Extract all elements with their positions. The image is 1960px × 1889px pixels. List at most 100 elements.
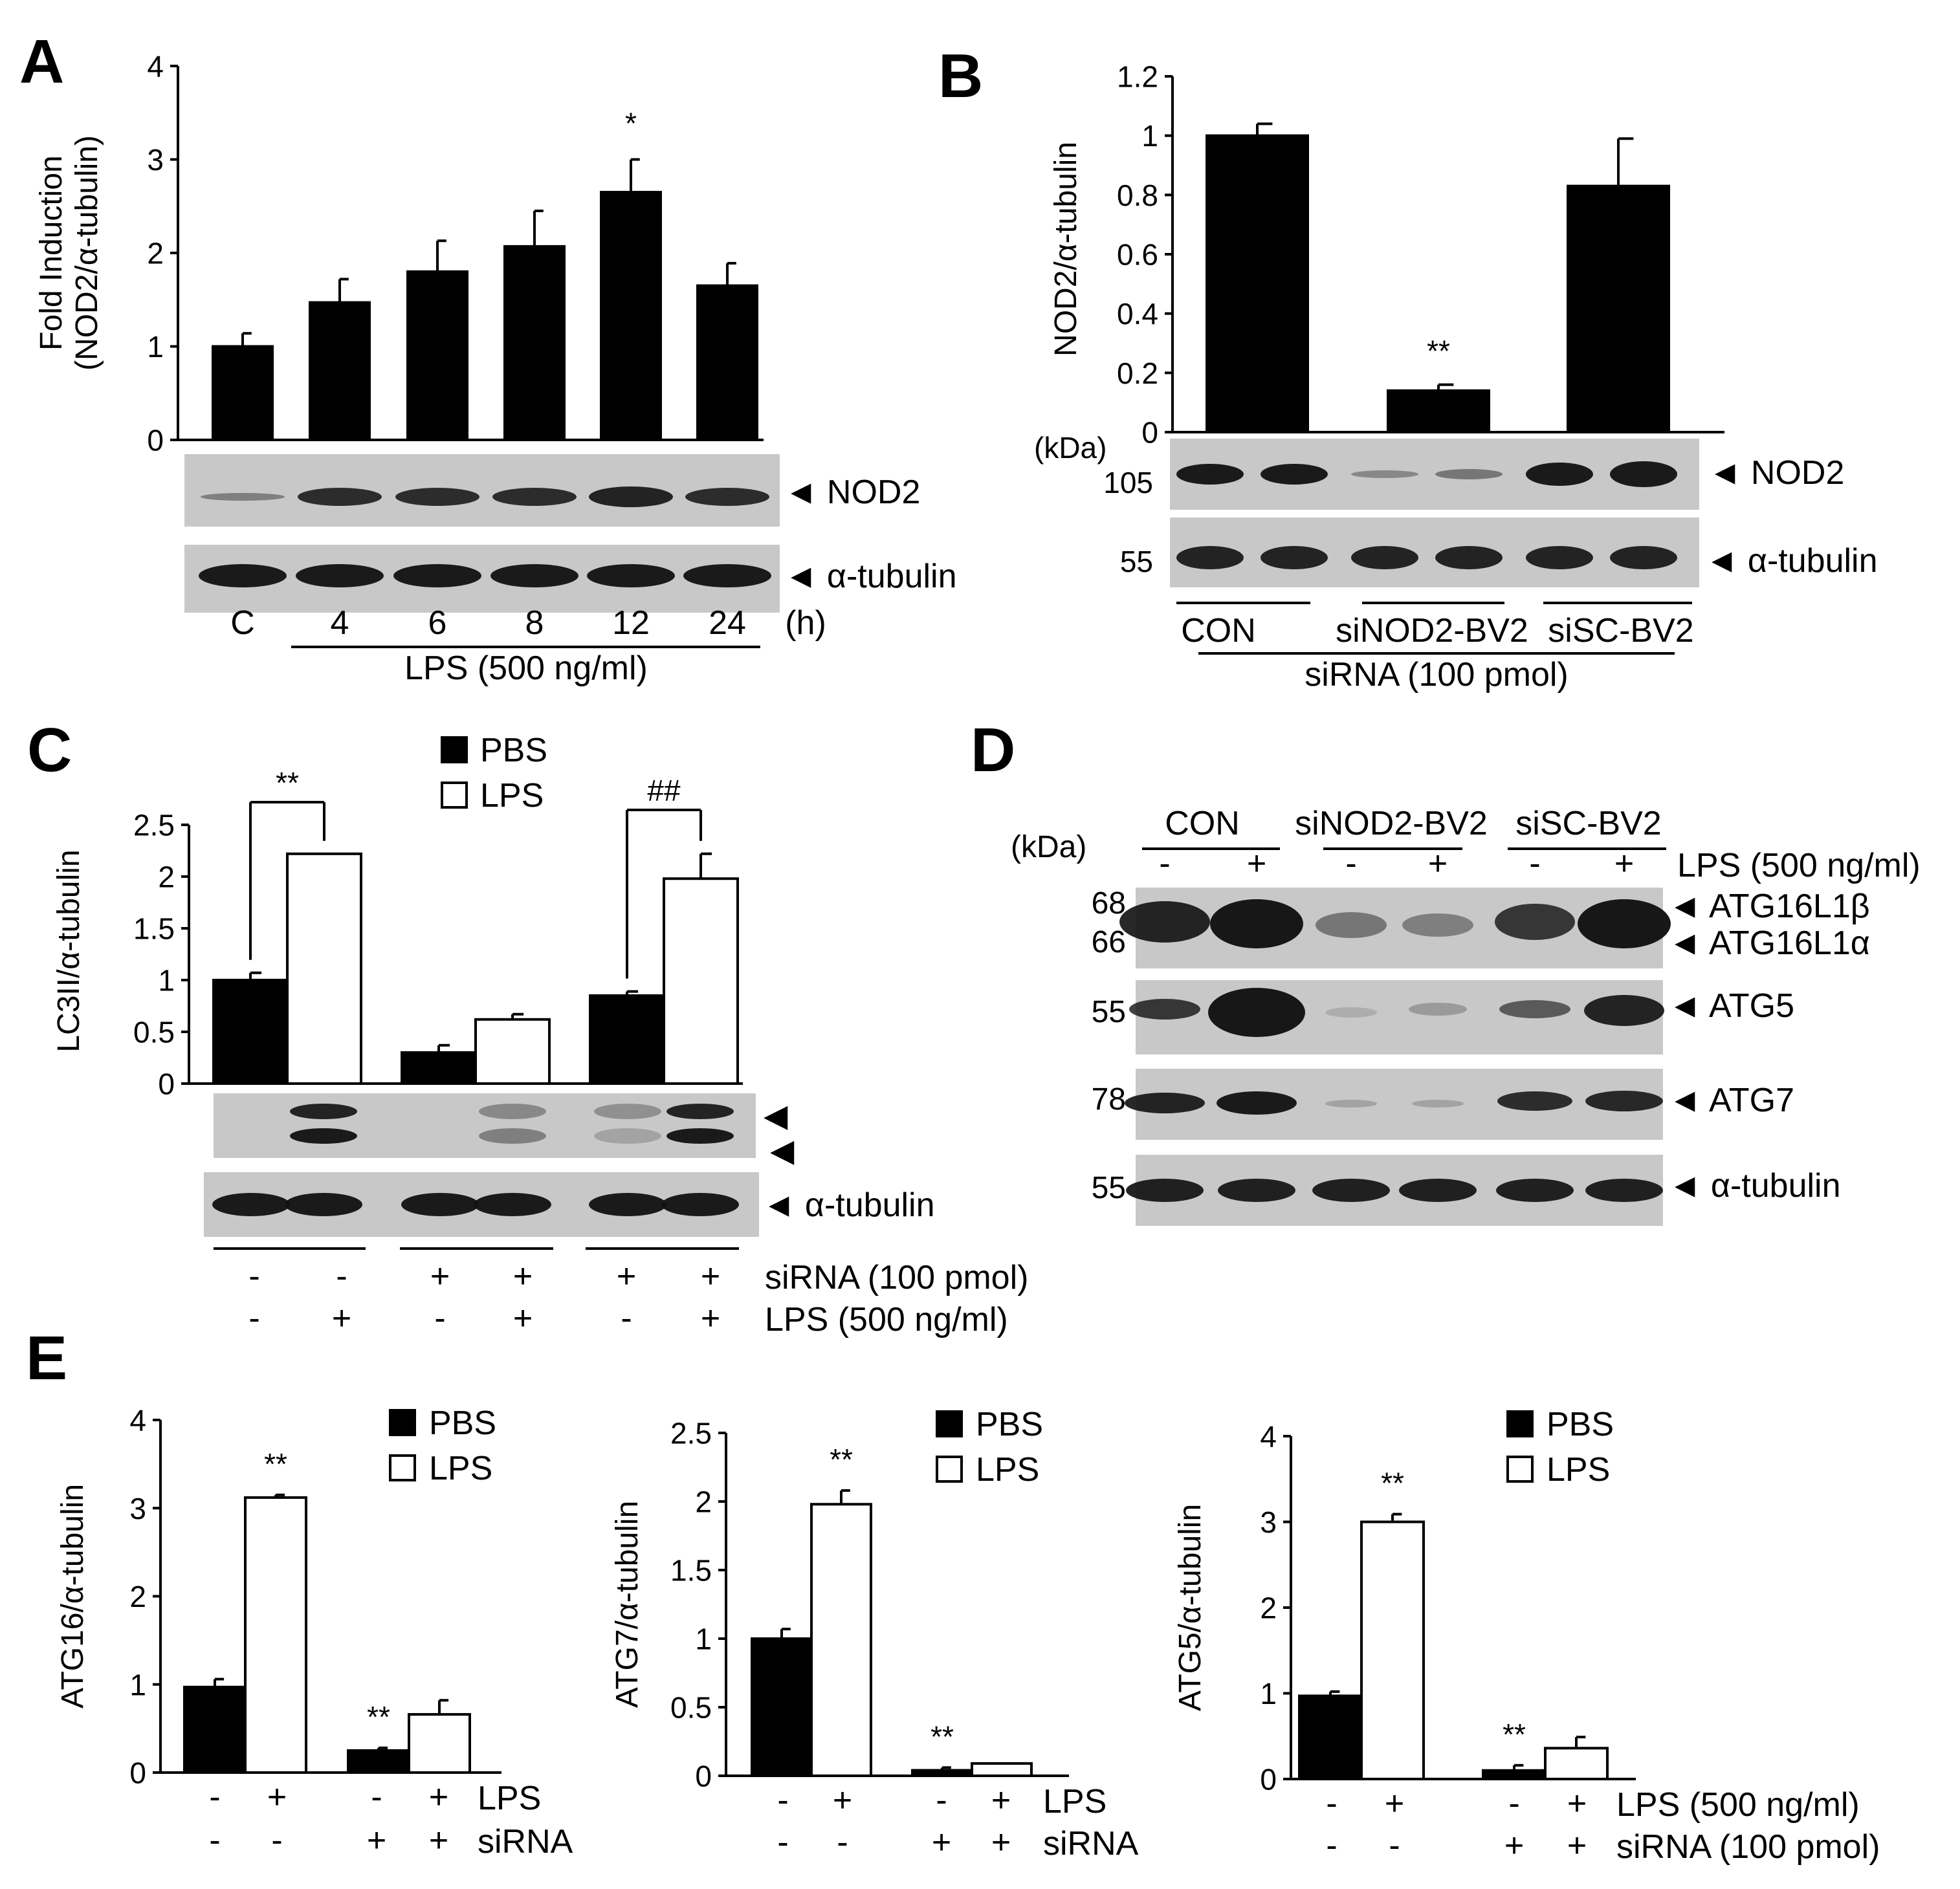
tubulin-blot-band [1435,546,1503,569]
row-mark: + [430,1258,450,1295]
y-axis-label: NOD2/α-tubulin [1049,142,1083,356]
y-tick-label: 3 [129,1492,146,1525]
tubulin-blot-band [661,1193,739,1216]
group-name: siSC-BV2 [1548,612,1693,650]
row-label: LPS (500 ng/ml) [1616,1786,1860,1824]
legend-label: LPS [480,777,544,814]
y-tick-label: 0 [129,1756,146,1790]
y-tick-label: 1.2 [1117,60,1158,94]
nod2-blot-band [492,488,577,506]
row-label: LPS (500 ng/ml) [765,1301,1008,1338]
lps-mark: - [1159,845,1170,882]
tubulin-blot-band [474,1193,551,1216]
row-label: siRNA (100 pmol) [1616,1828,1880,1866]
y-tick-label: 0.5 [133,1016,175,1049]
tubulin-blot-band [1585,1179,1663,1202]
y-tick-label: 0.8 [1117,179,1158,212]
lc3-blot-band [666,1104,734,1119]
lc3-blot-band [290,1128,357,1144]
y-tick-label: 1.5 [670,1554,712,1588]
row-mark: - [1326,1827,1337,1864]
bar [309,301,371,441]
bar [810,1503,872,1777]
bar [212,345,274,441]
atg5-blot-band [1584,995,1664,1026]
row-label: LPS [478,1780,541,1817]
bar [911,1769,973,1778]
y-tick-label: 1 [158,964,175,998]
kda-label: (kDa) [1034,431,1107,464]
group-name: CON [1181,612,1256,650]
row-label: siRNA [1043,1825,1139,1862]
y-tick-label: 2.5 [133,809,175,842]
group-label: LPS (500 ng/ml) [404,650,648,687]
y-tick-label: 1 [129,1668,146,1701]
legend-label: PBS [976,1406,1043,1443]
y-axis-label: ATG16/α-tubulin [56,1484,90,1709]
atg16-blot-band [1402,913,1473,937]
legend-swatch-lps [936,1456,963,1483]
blot-label-nod2: ◄ NOD2 [784,474,920,511]
row-mark: - [371,1778,382,1816]
tubulin-blot-band [199,564,287,587]
atg5-blot-band [1325,1007,1377,1018]
kda-value: 105 [1103,466,1153,499]
tubulin-blot-band [285,1193,362,1216]
row-mark: + [513,1300,533,1337]
row-mark: - [837,1824,848,1861]
lc3-blot-band [594,1104,661,1119]
x-tick-label: 24 [709,604,746,642]
band-label-tubulin: ◄ α-tubulin [1668,1167,1841,1205]
y-tick-label: 3 [1260,1505,1277,1539]
row-mark: + [1504,1827,1524,1864]
tubulin-blot-band [683,564,771,587]
row-mark: + [367,1822,386,1859]
group-name: siNOD2-BV2 [1295,805,1488,842]
legend-swatch-pbs [1506,1410,1534,1437]
blot-label-nod2: ◄ NOD2 [1708,454,1844,492]
row-mark: + [617,1258,636,1295]
tubulin-blot-band [589,1193,666,1216]
significance-mark: ** [367,1700,390,1734]
y-axis-label: LC3II/α-tubulin [52,849,86,1052]
bar [212,979,289,1085]
y-tick-label: 0 [158,1067,175,1101]
y-axis-label: ATG7/α-tubulin [610,1501,644,1708]
bar [1544,1747,1609,1781]
y-tick-label: 0 [695,1760,712,1793]
blot-label-tubulin: ◄ α-tubulin [762,1186,935,1224]
y-tick-label: 0.6 [1117,238,1158,272]
lc3-blot-band [594,1128,661,1144]
kda-value: 55 [1092,1171,1126,1205]
panel-letter-c: C [27,715,72,785]
lc3-blot-membrane [214,1093,756,1158]
y-tick-label: 0.2 [1117,356,1158,390]
atg7-blot-band [1585,1091,1663,1111]
lc3-blot-band [666,1128,734,1144]
bar [663,877,739,1085]
significance-mark: ** [830,1443,853,1476]
bar [503,245,566,441]
panel-c: 0 0.5 1 1.5 2 2.5 LC3II/α-tubulin PBS LPS ** ## ◄◄ ◄… [52,732,1028,1338]
bar [347,1749,410,1774]
legend-label: LPS [429,1450,492,1487]
panel-e-atg5: 0 1 2 3 4 ATG5/α-tubulin ** ** PBS LPS - + - + - - + + LPS… [1173,1406,1880,1866]
atg16-blot-band [1316,912,1387,938]
row-mark: - [936,1782,947,1819]
row-label: siRNA (100 pmol) [765,1259,1028,1296]
significance-mark: * [625,107,637,140]
panel-letter-e: E [26,1324,67,1393]
legend-swatch-lps [1506,1456,1534,1483]
significance-mark: ** [1381,1467,1404,1500]
x-tick-label: 8 [525,604,544,642]
y-tick-label: 2 [158,860,175,894]
row-mark: + [991,1782,1011,1819]
atg7-blot-membrane [1136,1069,1663,1140]
tubulin-blot-band [212,1193,290,1216]
nod2-blot-band [298,488,382,506]
tubulin-blot-band [1176,546,1244,569]
tubulin-blot-band [490,564,578,587]
bar [244,1496,307,1774]
